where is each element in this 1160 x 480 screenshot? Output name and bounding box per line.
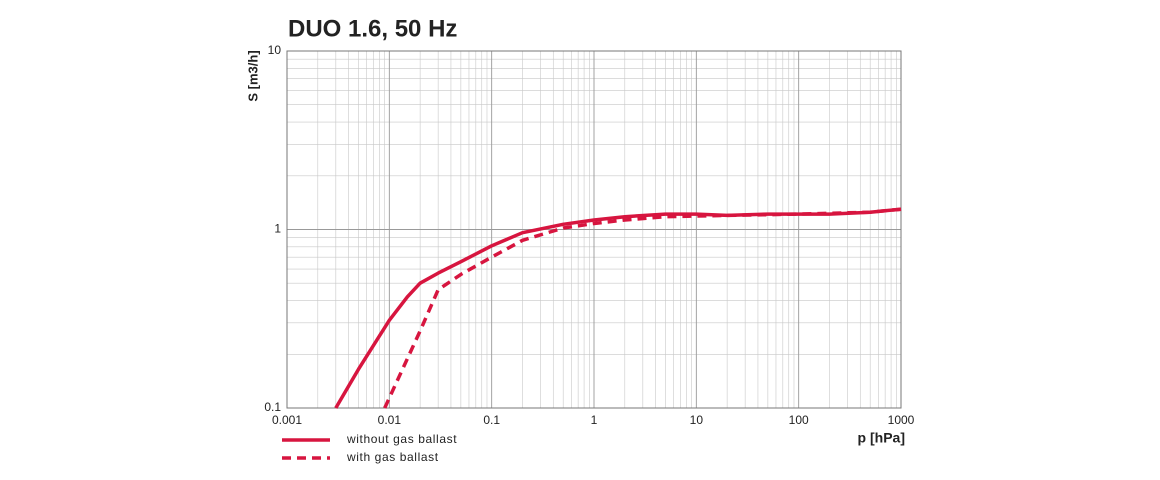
legend-label: without gas ballast xyxy=(346,432,457,446)
x-axis-label: p [hPa] xyxy=(858,430,905,446)
x-tick-label: 0.001 xyxy=(272,413,302,427)
y-tick-label: 1 xyxy=(274,222,281,236)
chart-title: DUO 1.6, 50 Hz xyxy=(288,15,457,42)
y-axis-label: S [m3/h] xyxy=(245,50,260,101)
plot-frame xyxy=(286,50,902,409)
y-tick-label: 10 xyxy=(268,43,282,57)
x-tick-label: 0.1 xyxy=(483,413,500,427)
x-tick-label: 1000 xyxy=(888,413,915,427)
x-tick-label: 100 xyxy=(789,413,809,427)
x-tick-label: 0.01 xyxy=(378,413,402,427)
x-tick-label: 10 xyxy=(690,413,704,427)
series-line xyxy=(334,207,902,409)
series-line xyxy=(383,207,902,409)
x-tick-label: 1 xyxy=(591,413,598,427)
y-tick-label: 0.1 xyxy=(264,400,281,414)
legend-label: with gas ballast xyxy=(346,450,439,464)
